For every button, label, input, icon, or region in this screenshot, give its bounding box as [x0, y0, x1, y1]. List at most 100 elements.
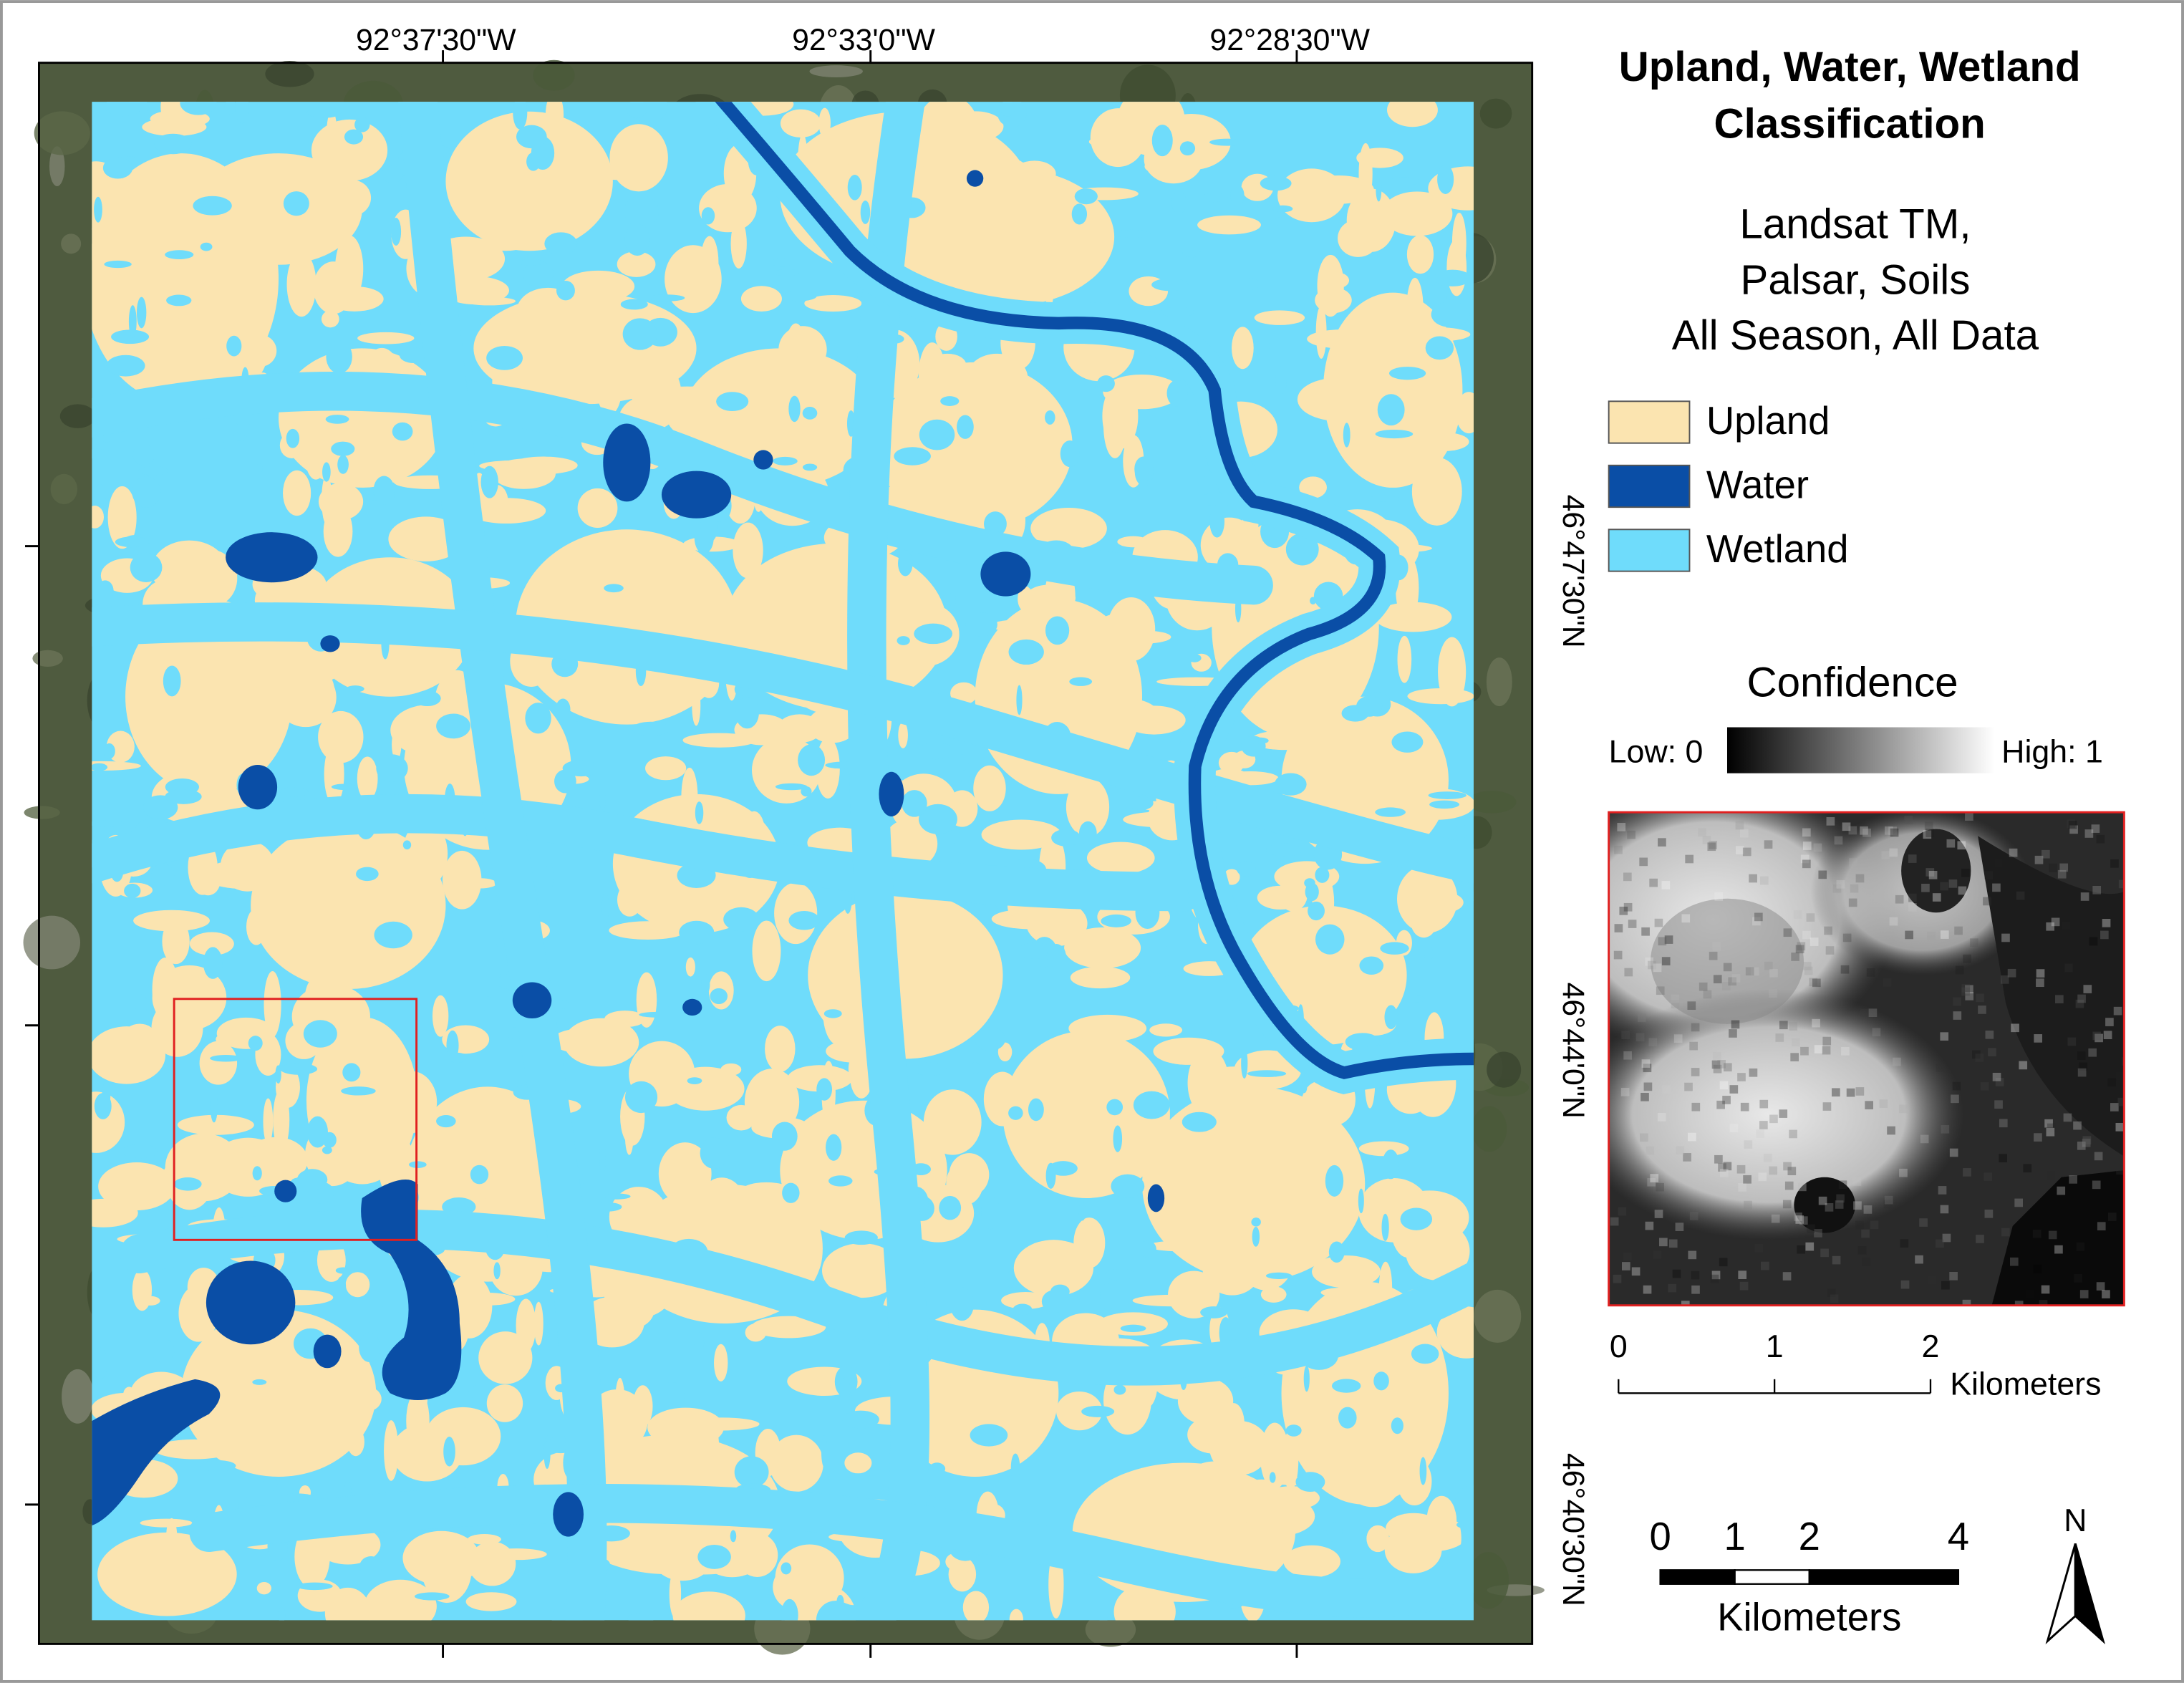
wetland-patch — [252, 1166, 262, 1181]
upland-patch — [1066, 777, 1110, 837]
latitude-label: 46°44'0"N — [1556, 983, 1590, 1119]
upland-patch — [780, 109, 821, 138]
wetland-patch — [356, 867, 379, 882]
wetland-patch — [359, 1332, 380, 1363]
wetland-patch — [1388, 367, 1426, 380]
inset-pixel — [2062, 921, 2071, 930]
inset-pixel — [1905, 930, 1913, 940]
inset-pixel — [1641, 1092, 1649, 1101]
inset-pixel — [1840, 965, 1850, 974]
scale-tick-label: 2 — [1922, 1329, 1940, 1364]
wetland-patch — [929, 1462, 946, 1475]
upland-patch — [973, 765, 1006, 811]
inset-pixel — [2115, 1122, 2125, 1132]
upland-patch — [714, 1344, 728, 1381]
wetland-patch — [1139, 1240, 1156, 1258]
inset-pixel — [1926, 868, 1935, 877]
inset-pixel — [1842, 822, 1851, 831]
wetland-patch — [1428, 791, 1467, 799]
upland-patch — [645, 756, 687, 781]
inset-pixel — [1940, 882, 1948, 891]
wetland-channel — [816, 102, 930, 1621]
wetland-patch — [486, 345, 523, 370]
wetland-patch — [370, 520, 389, 538]
satellite-patch — [1486, 657, 1512, 707]
wetland-patch — [981, 1196, 1000, 1230]
inset-pixel — [1957, 841, 1966, 850]
upland-patch — [1392, 327, 1471, 342]
inset-pixel — [1805, 1242, 1815, 1251]
wetland-patch — [1315, 867, 1330, 883]
upland-patch — [520, 307, 538, 372]
upland-patch — [1070, 966, 1131, 989]
wetland-patch — [700, 1137, 729, 1170]
wetland-patch — [132, 444, 155, 466]
inset-pixel — [2067, 819, 2076, 829]
wetland-patch — [203, 947, 223, 979]
inset-pixel — [1763, 1153, 1772, 1162]
inset-pixel — [1900, 1239, 1909, 1248]
upland-patch — [665, 386, 726, 439]
inset-pixel — [1792, 1038, 1800, 1047]
inset-pixel — [1711, 1270, 1721, 1280]
upland-patch — [807, 1223, 823, 1274]
wetland-patch — [604, 584, 624, 593]
inset-extent — [173, 998, 418, 1241]
wetland-patch — [734, 1456, 769, 1488]
inset-pixel — [1941, 1124, 1950, 1134]
upland-patch — [1319, 1299, 1360, 1315]
upland-patch — [624, 1118, 634, 1155]
wetland-patch — [92, 448, 112, 460]
wetland-patch — [1209, 505, 1225, 538]
upland-patch — [1096, 612, 1154, 640]
wetland-patch — [1129, 796, 1154, 811]
satellite-patch — [1487, 1051, 1522, 1088]
upland-patch — [189, 932, 234, 956]
inset-pixel — [2046, 1127, 2055, 1137]
upland-patch — [609, 124, 668, 192]
inset-pixel — [1988, 1048, 1996, 1056]
confidence-inset — [1608, 811, 2125, 1307]
inset-pixel — [1613, 950, 1623, 960]
legend-label: Upland — [1706, 399, 1830, 443]
wetland-patch — [322, 1146, 332, 1154]
wetland-patch — [248, 1036, 263, 1051]
wetland-patch — [337, 455, 349, 474]
inset-pixel — [1962, 1299, 1971, 1306]
lake — [661, 471, 732, 519]
upland-patch — [348, 1386, 382, 1412]
upland-patch — [777, 714, 822, 743]
upland-patch — [816, 1162, 839, 1230]
inset-pixel — [1739, 1281, 1749, 1291]
upland-patch — [1381, 191, 1453, 236]
inset-pixel — [1814, 1045, 1823, 1053]
inset-pixel — [1658, 937, 1667, 946]
inset-pixel — [1752, 917, 1761, 926]
wetland-patch — [1060, 440, 1080, 468]
wetland-patch — [124, 883, 141, 898]
inset-pixel — [1809, 937, 1819, 946]
inset-pixel — [1813, 843, 1822, 852]
wetland-patch — [1071, 203, 1088, 225]
upland-patch — [740, 1182, 793, 1201]
lake — [206, 1260, 296, 1345]
wetland-patch — [516, 125, 547, 149]
upland-patch — [974, 460, 1033, 492]
upland-patch — [220, 840, 275, 892]
inset-pixel — [1862, 828, 1871, 837]
upland-patch — [463, 296, 516, 306]
legend-label: Wetland — [1706, 527, 1849, 571]
wetland-patch — [1424, 943, 1433, 963]
satellite-patch — [61, 233, 82, 254]
wetland-patch — [556, 280, 575, 301]
inset-pixel — [2097, 1222, 2106, 1230]
wetland-patch — [1265, 343, 1272, 349]
wetland-patch — [1356, 695, 1383, 717]
inset-pixel — [1783, 928, 1792, 937]
inset-pixel — [1703, 990, 1712, 999]
inset-pixel — [1729, 1029, 1737, 1038]
wetland-patch — [150, 864, 175, 887]
map-border — [38, 62, 1534, 1645]
inset-pixel — [2036, 969, 2045, 978]
upland-patch — [564, 1018, 639, 1067]
